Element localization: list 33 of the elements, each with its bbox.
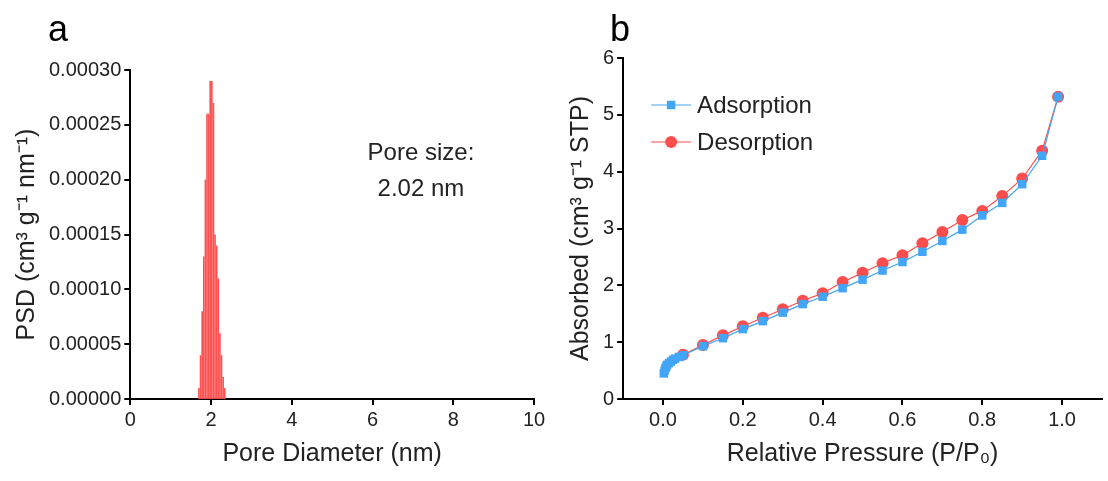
y-tick-label: 1 — [603, 329, 615, 352]
x-tick-label: 4 — [286, 407, 298, 430]
x-tick-label: 2 — [205, 407, 217, 430]
x-tick-label: 1.0 — [1048, 407, 1076, 430]
y-tick-label: 0.00020 — [49, 167, 122, 190]
legend-label: Adsorption — [697, 90, 812, 118]
y-axis-title: Absorbed (cm³ g⁻¹ STP) — [564, 95, 593, 362]
y-tick-label: 0.00010 — [49, 276, 122, 299]
text: a — [48, 8, 69, 50]
x-tick-label: 0.6 — [888, 407, 917, 430]
y-tick-label: 0.00025 — [49, 112, 122, 135]
y-tick-label: 0 — [603, 386, 615, 409]
y-axis-title: PSD (cm³ g⁻¹ nm⁻¹) — [10, 128, 39, 341]
y-tick-label: 0.00005 — [49, 331, 122, 354]
x-tick-label: 0.8 — [968, 407, 997, 430]
y-tick-label: 3 — [603, 216, 615, 239]
y-tick-label: 0.00015 — [49, 222, 122, 245]
x-tick-label: 0 — [124, 407, 136, 430]
x-axis-title: Pore Diameter (nm) — [222, 437, 442, 466]
x-tick-label: 0.2 — [728, 407, 757, 430]
x-tick-label: 0.4 — [808, 407, 837, 430]
x-axis-title: Relative Pressure (P/P₀) — [726, 437, 999, 466]
y-tick-label: 4 — [603, 159, 615, 182]
x-tick-label: 0.0 — [649, 407, 677, 430]
annotation: Pore size: 2.02 nm — [367, 138, 475, 201]
y-tick-label: 2 — [603, 272, 615, 295]
y-tick-label: 0.00000 — [49, 386, 122, 409]
x-tick-label: 10 — [522, 407, 546, 430]
x-tick-label: 8 — [447, 407, 459, 430]
y-tick-label: 0.00030 — [49, 57, 122, 80]
y-tick-label: 5 — [603, 102, 615, 125]
legend-label: Desorption — [697, 127, 814, 155]
x-tick-label: 6 — [366, 407, 379, 430]
